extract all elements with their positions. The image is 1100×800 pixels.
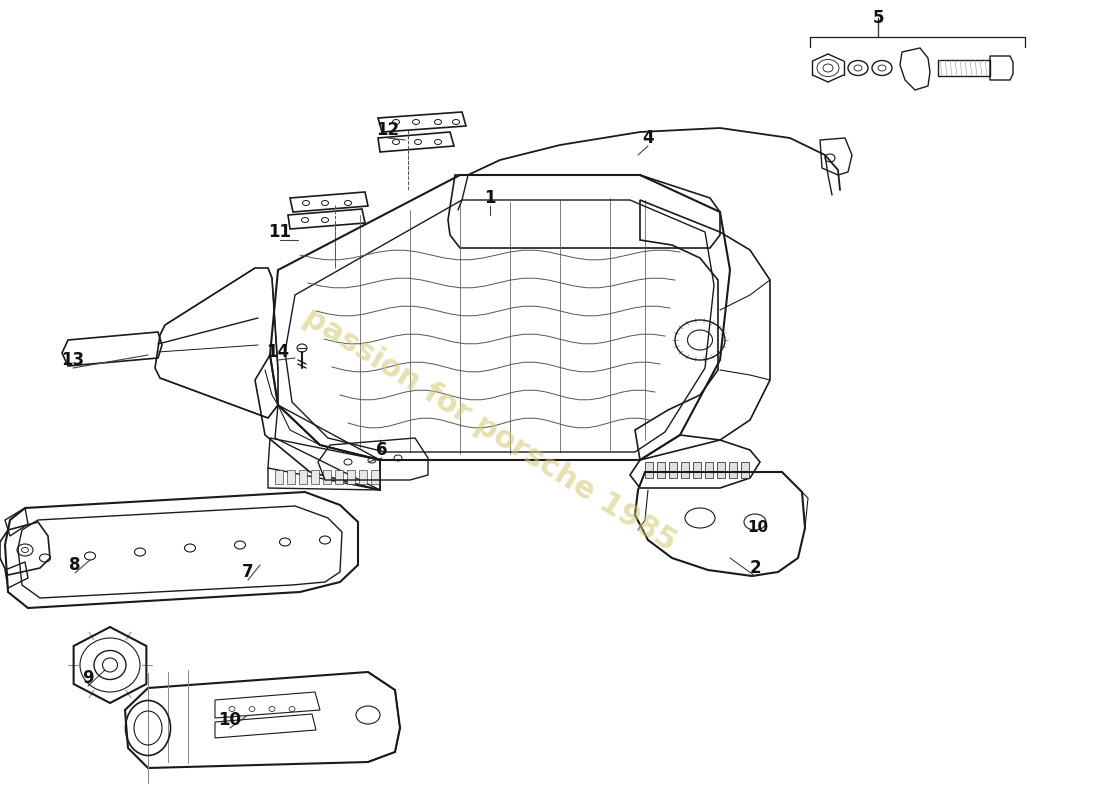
Text: 9: 9 xyxy=(82,669,94,687)
Polygon shape xyxy=(311,470,319,484)
Text: 8: 8 xyxy=(69,556,80,574)
Text: 1: 1 xyxy=(484,189,496,207)
Polygon shape xyxy=(359,470,367,484)
Polygon shape xyxy=(741,462,749,478)
Polygon shape xyxy=(705,462,713,478)
Text: 11: 11 xyxy=(268,223,292,241)
Polygon shape xyxy=(657,462,665,478)
Polygon shape xyxy=(275,470,283,484)
Polygon shape xyxy=(717,462,725,478)
Text: 12: 12 xyxy=(376,121,399,139)
Text: 14: 14 xyxy=(266,343,289,361)
Polygon shape xyxy=(645,462,653,478)
Polygon shape xyxy=(371,470,380,484)
Polygon shape xyxy=(729,462,737,478)
Text: 10: 10 xyxy=(747,521,769,535)
Polygon shape xyxy=(336,470,343,484)
Text: 7: 7 xyxy=(242,563,254,581)
Text: 10: 10 xyxy=(219,711,242,729)
Text: passion for porsche 1985: passion for porsche 1985 xyxy=(298,302,682,558)
Polygon shape xyxy=(287,470,295,484)
Text: 2: 2 xyxy=(749,559,761,577)
Polygon shape xyxy=(681,462,689,478)
Polygon shape xyxy=(346,470,355,484)
Polygon shape xyxy=(323,470,331,484)
Text: 4: 4 xyxy=(642,129,653,147)
Polygon shape xyxy=(669,462,676,478)
Text: 5: 5 xyxy=(872,9,883,27)
Polygon shape xyxy=(693,462,701,478)
Text: 13: 13 xyxy=(62,351,85,369)
Polygon shape xyxy=(299,470,307,484)
Text: 6: 6 xyxy=(376,441,387,459)
